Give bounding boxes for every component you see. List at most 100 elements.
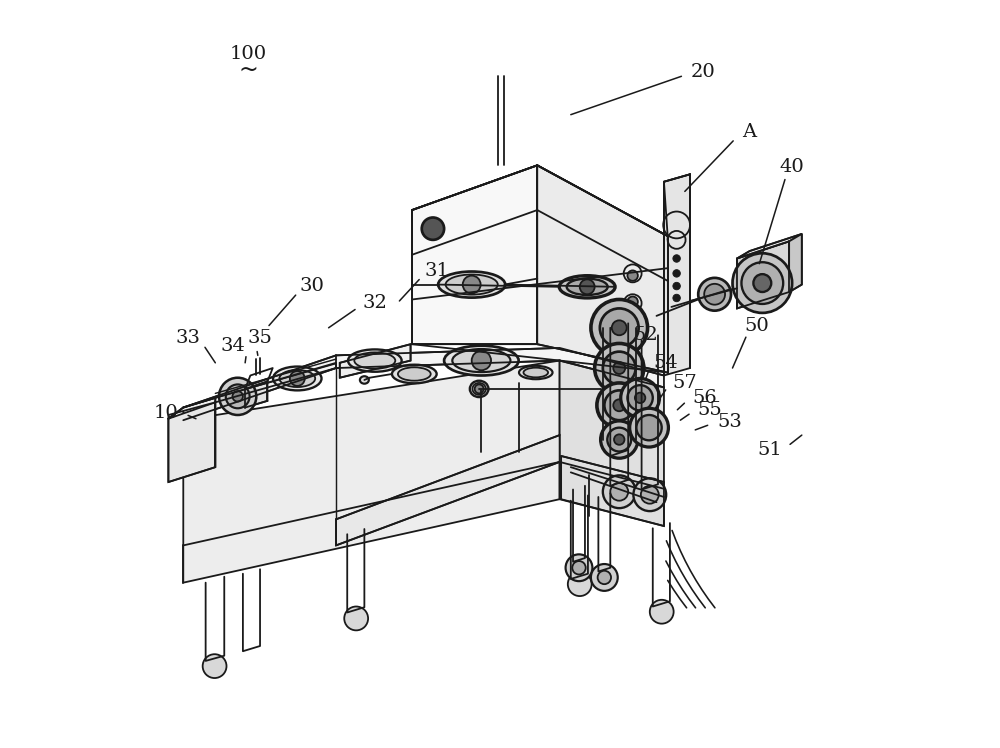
- Text: 30: 30: [300, 277, 325, 295]
- Circle shape: [733, 254, 792, 313]
- Circle shape: [635, 393, 645, 403]
- Circle shape: [603, 475, 636, 508]
- Ellipse shape: [470, 381, 488, 397]
- Circle shape: [610, 482, 628, 500]
- Circle shape: [591, 299, 648, 356]
- Text: 52: 52: [633, 326, 658, 344]
- Circle shape: [627, 271, 638, 280]
- Circle shape: [572, 561, 586, 574]
- Circle shape: [650, 600, 674, 624]
- Ellipse shape: [348, 349, 402, 372]
- Circle shape: [630, 408, 668, 447]
- Circle shape: [597, 383, 642, 428]
- Ellipse shape: [444, 346, 519, 375]
- Text: 10: 10: [154, 404, 179, 422]
- Circle shape: [673, 270, 680, 277]
- Circle shape: [422, 218, 444, 240]
- Circle shape: [698, 278, 731, 310]
- Circle shape: [613, 362, 625, 374]
- Circle shape: [704, 283, 725, 304]
- Polygon shape: [168, 398, 215, 419]
- Circle shape: [753, 274, 771, 292]
- Polygon shape: [245, 381, 267, 408]
- Polygon shape: [789, 234, 802, 292]
- Circle shape: [607, 428, 631, 452]
- Polygon shape: [737, 234, 802, 259]
- Circle shape: [600, 308, 639, 347]
- Circle shape: [566, 554, 592, 581]
- Circle shape: [633, 478, 666, 511]
- Ellipse shape: [559, 275, 615, 298]
- Circle shape: [232, 391, 243, 402]
- Circle shape: [472, 351, 491, 370]
- Circle shape: [641, 485, 659, 503]
- Circle shape: [613, 399, 625, 411]
- Polygon shape: [183, 348, 664, 420]
- Text: 32: 32: [362, 294, 387, 312]
- Ellipse shape: [519, 366, 553, 379]
- Circle shape: [673, 282, 680, 289]
- Circle shape: [627, 296, 638, 307]
- Circle shape: [673, 255, 680, 263]
- Ellipse shape: [392, 365, 437, 383]
- Text: 40: 40: [780, 158, 805, 176]
- Circle shape: [636, 415, 662, 441]
- Polygon shape: [537, 165, 668, 373]
- Text: 31: 31: [424, 262, 449, 280]
- Text: 20: 20: [690, 63, 715, 82]
- Circle shape: [604, 390, 634, 420]
- Circle shape: [627, 322, 638, 333]
- Circle shape: [621, 378, 659, 417]
- Text: A: A: [743, 123, 757, 141]
- Circle shape: [226, 384, 250, 408]
- Ellipse shape: [472, 383, 486, 395]
- Ellipse shape: [567, 278, 608, 295]
- Text: 35: 35: [248, 329, 272, 347]
- Polygon shape: [183, 361, 560, 583]
- Ellipse shape: [398, 367, 431, 381]
- Text: ~: ~: [238, 58, 258, 82]
- Circle shape: [598, 571, 611, 584]
- Circle shape: [741, 263, 783, 304]
- Ellipse shape: [360, 376, 369, 384]
- Text: 54: 54: [653, 354, 678, 372]
- Ellipse shape: [354, 352, 395, 369]
- Polygon shape: [560, 361, 664, 526]
- Ellipse shape: [279, 370, 315, 387]
- Polygon shape: [340, 344, 411, 378]
- Text: 55: 55: [698, 401, 723, 419]
- Circle shape: [475, 384, 484, 393]
- Polygon shape: [412, 165, 668, 248]
- Ellipse shape: [523, 368, 548, 377]
- Text: 34: 34: [221, 337, 246, 355]
- Text: 57: 57: [672, 374, 697, 392]
- Circle shape: [203, 654, 227, 678]
- Polygon shape: [412, 165, 537, 344]
- Text: 100: 100: [230, 45, 267, 63]
- Circle shape: [463, 275, 481, 293]
- Circle shape: [344, 607, 368, 631]
- Circle shape: [290, 371, 305, 386]
- Circle shape: [601, 421, 638, 459]
- Polygon shape: [336, 435, 560, 545]
- Circle shape: [568, 572, 592, 596]
- Circle shape: [612, 320, 627, 335]
- Circle shape: [591, 564, 618, 591]
- Text: 51: 51: [757, 441, 782, 459]
- Circle shape: [603, 352, 636, 384]
- Circle shape: [219, 378, 256, 415]
- Text: 50: 50: [745, 316, 769, 334]
- Polygon shape: [737, 242, 789, 308]
- Ellipse shape: [273, 367, 322, 390]
- Circle shape: [595, 343, 644, 393]
- Circle shape: [580, 279, 595, 294]
- Text: 56: 56: [693, 389, 717, 407]
- Text: 33: 33: [176, 329, 201, 347]
- Polygon shape: [168, 402, 215, 482]
- Polygon shape: [664, 174, 690, 375]
- Ellipse shape: [446, 275, 498, 295]
- Ellipse shape: [438, 272, 505, 298]
- Circle shape: [614, 435, 624, 445]
- Text: 53: 53: [717, 414, 742, 432]
- Circle shape: [627, 385, 653, 411]
